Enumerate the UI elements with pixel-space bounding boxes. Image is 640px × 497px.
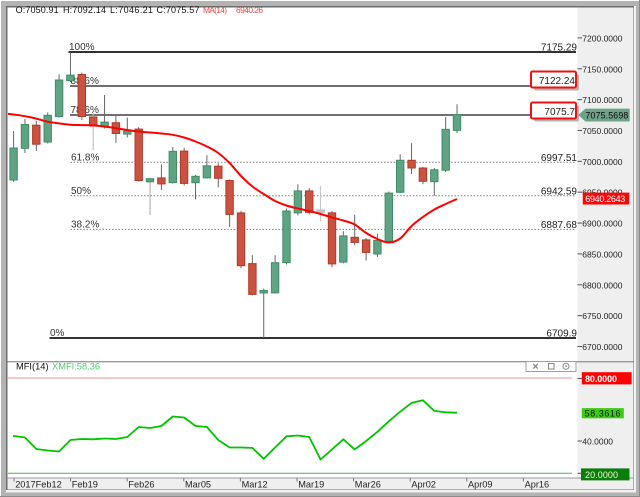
svg-text:6997.51: 6997.51 [541, 153, 578, 164]
svg-text:7050.0000: 7050.0000 [582, 126, 622, 136]
svg-text:7100.0000: 7100.0000 [582, 95, 622, 105]
svg-text:C:7075.57: C:7075.57 [157, 5, 200, 15]
svg-text:0%: 0% [50, 328, 65, 339]
svg-text:6940.2643: 6940.2643 [585, 194, 625, 204]
svg-text:6750.0000: 6750.0000 [582, 311, 622, 321]
svg-text:7000.0000: 7000.0000 [582, 157, 622, 167]
svg-text:O:7050.91: O:7050.91 [16, 5, 59, 15]
svg-text:6940.26: 6940.26 [236, 5, 263, 15]
svg-text:6900.0000: 6900.0000 [582, 219, 622, 229]
svg-text:Apr09: Apr09 [468, 479, 493, 489]
svg-text:7075.5698: 7075.5698 [586, 111, 629, 121]
svg-text:7122.24: 7122.24 [539, 76, 576, 87]
svg-text:Feb26: Feb26 [128, 479, 154, 489]
svg-text:58.3616: 58.3616 [585, 409, 621, 419]
svg-text:6942.59: 6942.59 [541, 186, 578, 197]
svg-text:80.0000: 80.0000 [585, 374, 617, 384]
svg-text:6709.9: 6709.9 [546, 329, 577, 340]
svg-text:2017Feb12: 2017Feb12 [15, 479, 62, 489]
svg-text:38.2%: 38.2% [71, 220, 99, 231]
svg-text:100%: 100% [69, 42, 95, 53]
svg-text:MFI(14): MFI(14) [16, 362, 49, 372]
svg-text:20.0000: 20.0000 [585, 470, 618, 480]
svg-text:MA(14): MA(14) [203, 5, 227, 15]
svg-text:61.8%: 61.8% [71, 153, 99, 164]
svg-text:6850.0000: 6850.0000 [582, 249, 622, 259]
svg-text:6700.0000: 6700.0000 [582, 342, 622, 352]
svg-text:7175.29: 7175.29 [541, 43, 578, 54]
svg-text:7150.0000: 7150.0000 [582, 64, 622, 74]
svg-text:7075.7: 7075.7 [544, 107, 575, 118]
svg-text:6887.68: 6887.68 [541, 220, 578, 231]
svg-text:H:7092.14: H:7092.14 [63, 5, 106, 15]
svg-text:40.0000: 40.0000 [582, 436, 613, 446]
svg-text:Feb19: Feb19 [72, 479, 98, 489]
svg-text:Apr16: Apr16 [525, 479, 550, 489]
svg-text:6800.0000: 6800.0000 [582, 280, 622, 290]
svg-text:Apr02: Apr02 [411, 479, 436, 489]
svg-text:7200.0000: 7200.0000 [582, 33, 622, 43]
svg-text:XMFI:58.36: XMFI:58.36 [52, 362, 100, 372]
svg-text:Mar26: Mar26 [355, 479, 381, 489]
svg-text:Mar19: Mar19 [298, 479, 324, 489]
svg-text:Mar05: Mar05 [185, 479, 211, 489]
svg-text:Mar12: Mar12 [242, 479, 268, 489]
svg-text:50%: 50% [71, 186, 91, 197]
svg-text:L:7046.21: L:7046.21 [110, 5, 153, 15]
